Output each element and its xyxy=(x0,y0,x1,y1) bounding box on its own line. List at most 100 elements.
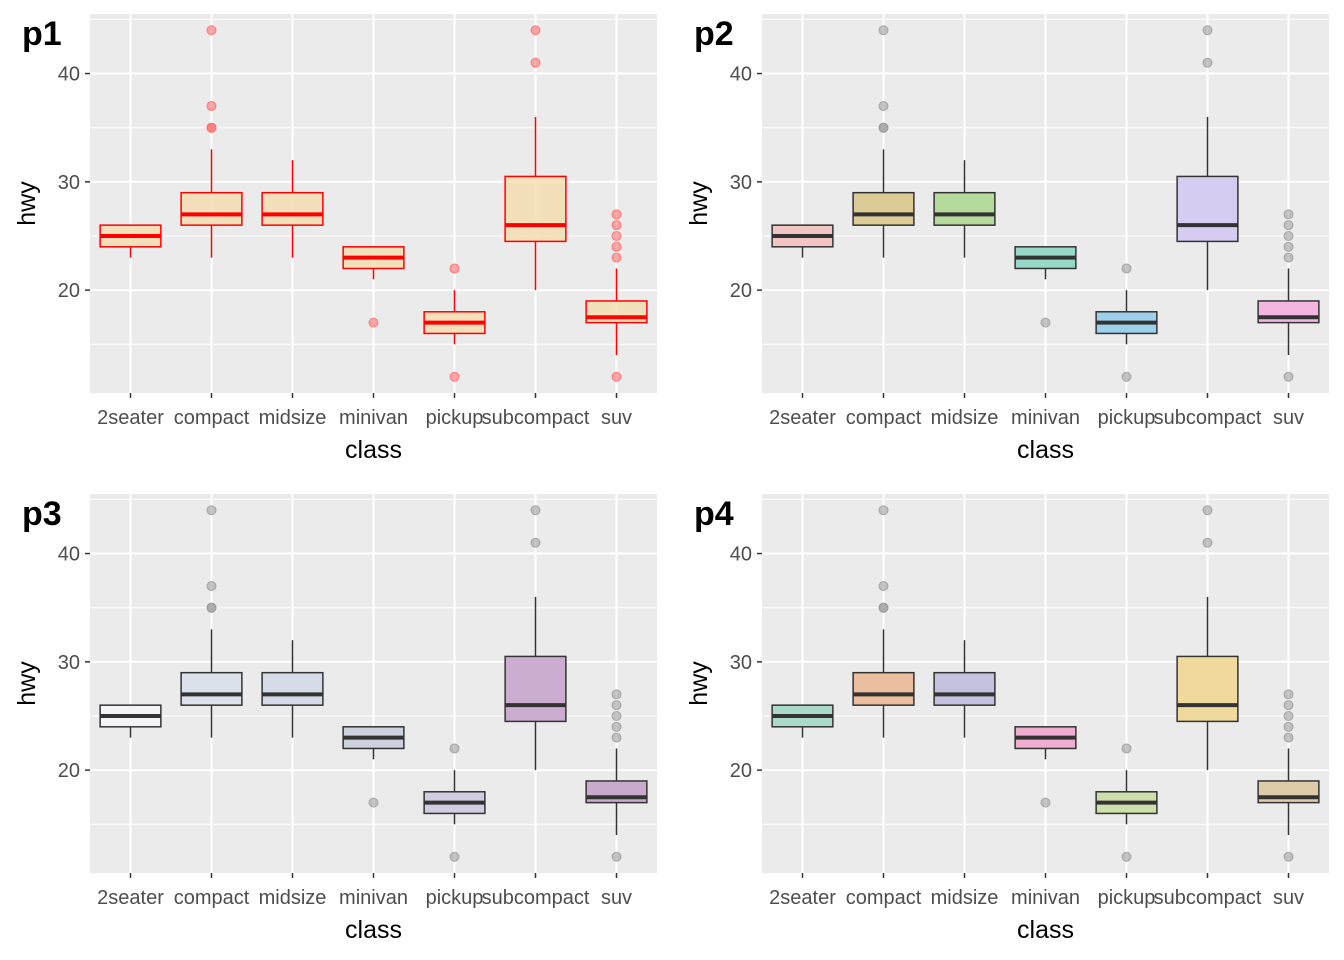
outlier-point xyxy=(1040,317,1051,328)
y-tick-label: 20 xyxy=(730,760,752,782)
box-body xyxy=(585,780,648,804)
outlier-point xyxy=(611,700,622,711)
box-minivan xyxy=(1014,246,1077,328)
box-body xyxy=(180,191,243,226)
outlier-point xyxy=(1283,230,1294,241)
box-body xyxy=(933,191,996,226)
outlier-point xyxy=(1283,700,1294,711)
box-subcompact xyxy=(1176,505,1239,771)
box-body xyxy=(933,671,996,706)
outlier-point xyxy=(368,797,379,808)
box-midsize xyxy=(261,640,324,738)
x-tick-label: subcompact xyxy=(1154,887,1262,909)
panel-tag: p2 xyxy=(694,15,734,53)
box-2seater xyxy=(771,704,834,738)
outlier-point xyxy=(611,209,622,220)
box-body xyxy=(504,655,567,723)
box-compact xyxy=(852,25,915,258)
box-subcompact xyxy=(1176,25,1239,291)
x-tick-label: suv xyxy=(601,407,632,429)
outlier-point xyxy=(1283,721,1294,732)
x-tick-label: midsize xyxy=(931,887,999,909)
x-tick-label: pickup xyxy=(426,407,484,429)
x-axis-title: class xyxy=(1017,436,1074,464)
x-tick-label: midsize xyxy=(931,407,999,429)
x-tick-label: suv xyxy=(1273,407,1304,429)
box-compact xyxy=(852,505,915,738)
y-axis-title: hwy xyxy=(685,181,713,226)
box-body xyxy=(1257,300,1320,324)
y-axis-title: hwy xyxy=(685,661,713,706)
y-tick-label: 40 xyxy=(58,64,80,86)
x-tick-label: 2seater xyxy=(769,407,836,429)
x-tick-label: midsize xyxy=(259,887,327,909)
outlier-point xyxy=(1121,851,1132,862)
box-pickup xyxy=(423,263,486,382)
x-tick-label: compact xyxy=(846,407,922,429)
box-compact xyxy=(180,25,243,258)
outlier-point xyxy=(1283,220,1294,231)
outlier-point xyxy=(611,371,622,382)
outlier-point xyxy=(611,710,622,721)
outlier-point xyxy=(878,101,889,112)
outlier-point xyxy=(1283,371,1294,382)
y-tick-label: 30 xyxy=(730,652,752,674)
box-subcompact xyxy=(504,505,567,771)
outlier-point xyxy=(1202,537,1213,548)
outlier-point xyxy=(878,602,889,613)
x-tick-label: subcompact xyxy=(482,887,590,909)
box-body xyxy=(1176,175,1239,243)
outlier-point xyxy=(1283,241,1294,252)
outlier-point xyxy=(206,505,217,516)
box-compact xyxy=(180,505,243,738)
outlier-point xyxy=(449,851,460,862)
x-tick-label: subcompact xyxy=(1154,407,1262,429)
outlier-point xyxy=(206,25,217,36)
x-tick-label: minivan xyxy=(1011,407,1080,429)
outlier-point xyxy=(530,25,541,36)
box-suv xyxy=(585,209,648,382)
outlier-point xyxy=(1121,371,1132,382)
outlier-point xyxy=(611,689,622,700)
outlier-point xyxy=(1283,252,1294,263)
x-axis-title: class xyxy=(345,916,402,944)
outlier-point xyxy=(1121,743,1132,754)
box-body xyxy=(1176,655,1239,723)
outlier-point xyxy=(206,101,217,112)
outlier-point xyxy=(611,220,622,231)
outlier-point xyxy=(530,537,541,548)
outlier-point xyxy=(1283,710,1294,721)
outlier-point xyxy=(878,581,889,592)
outlier-point xyxy=(206,581,217,592)
panel-p1: 20 30 40 2seater compact midsize minivan pickup… xyxy=(13,14,657,464)
outlier-point xyxy=(206,602,217,613)
outlier-point xyxy=(1283,851,1294,862)
panel-tag: p3 xyxy=(22,495,62,533)
x-tick-label: compact xyxy=(846,887,922,909)
outlier-point xyxy=(1202,57,1213,68)
outlier-point xyxy=(206,122,217,133)
outlier-point xyxy=(611,851,622,862)
x-tick-label: minivan xyxy=(1011,887,1080,909)
x-tick-label: minivan xyxy=(339,887,408,909)
box-body xyxy=(1257,780,1320,804)
box-suv xyxy=(585,689,648,862)
outlier-point xyxy=(449,371,460,382)
outlier-point xyxy=(449,263,460,274)
panel-tag: p1 xyxy=(22,15,62,53)
box-pickup xyxy=(1095,743,1158,862)
y-tick-label: 20 xyxy=(58,280,80,302)
y-tick-label: 40 xyxy=(730,544,752,566)
outlier-point xyxy=(1283,732,1294,743)
box-suv xyxy=(1257,689,1320,862)
y-axis-title: hwy xyxy=(13,181,41,226)
y-tick-label: 30 xyxy=(58,172,80,194)
x-tick-label: minivan xyxy=(339,407,408,429)
x-tick-label: subcompact xyxy=(482,407,590,429)
y-axis-title: hwy xyxy=(13,661,41,706)
outlier-point xyxy=(449,743,460,754)
outlier-point xyxy=(1283,689,1294,700)
y-tick-label: 20 xyxy=(58,760,80,782)
box-body xyxy=(261,191,324,226)
outlier-point xyxy=(1283,209,1294,220)
